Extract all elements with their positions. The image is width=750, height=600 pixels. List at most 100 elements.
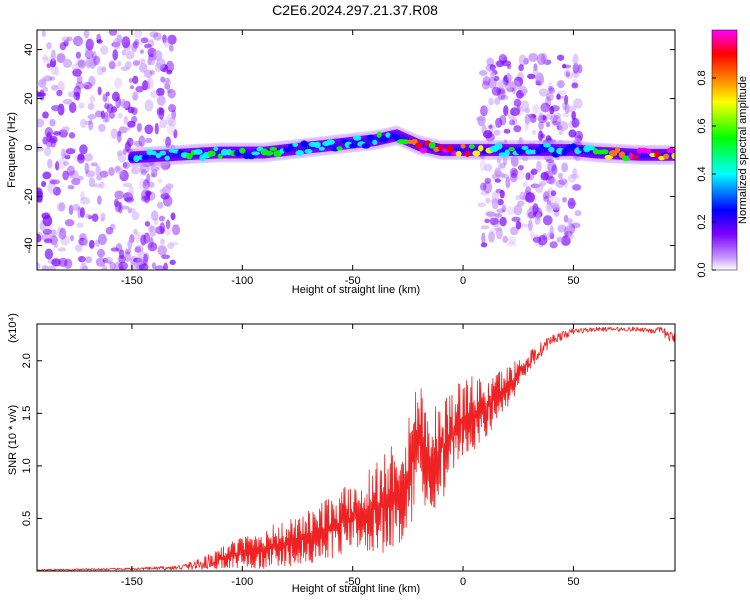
ridge-peak (494, 142, 503, 150)
noise-blob (488, 97, 494, 106)
ridge-peak (599, 149, 609, 155)
ridge-peak (663, 153, 670, 160)
noise-blob (547, 81, 553, 91)
noise-blob (76, 39, 84, 46)
noise-blob (545, 135, 552, 146)
noise-blob (77, 175, 84, 181)
noise-blob (490, 71, 496, 80)
noise-blob (139, 49, 144, 54)
noise-blob (167, 34, 177, 45)
noise-blob (151, 262, 156, 270)
noise-blob (143, 252, 150, 262)
noise-blob (564, 226, 569, 239)
noise-blob (37, 142, 41, 148)
noise-blob (520, 223, 530, 228)
noise-blob (65, 148, 76, 155)
noise-blob (108, 166, 115, 176)
noise-blob (533, 63, 538, 72)
noise-blob (41, 30, 46, 37)
noise-blob (76, 75, 83, 84)
noise-blob (161, 254, 171, 260)
noise-blob (137, 37, 144, 45)
noise-blob (485, 211, 496, 217)
noise-blob (96, 66, 104, 76)
noise-blob (506, 74, 513, 82)
noise-blob (481, 232, 486, 245)
noise-blob (149, 31, 159, 38)
noise-blob (108, 59, 118, 70)
noise-blob (90, 162, 98, 167)
noise-blob (562, 64, 572, 69)
noise-blob (54, 65, 59, 76)
noise-blob (37, 233, 42, 243)
noise-blob (56, 202, 65, 212)
noise-blob (510, 155, 519, 167)
noise-blob (142, 80, 149, 91)
ridge-peak (141, 155, 149, 160)
noise-blob (485, 197, 491, 204)
noise-blob (132, 60, 140, 67)
noise-blob (546, 194, 554, 202)
noise-blob (546, 231, 551, 240)
noise-blob (556, 54, 565, 61)
noise-blob (483, 104, 491, 114)
noise-blob (567, 197, 576, 210)
noise-blob (525, 192, 535, 203)
noise-blob (156, 95, 166, 106)
noise-blob (120, 100, 129, 109)
noise-blob (160, 159, 168, 171)
noise-blob (535, 183, 544, 194)
noise-blob (494, 170, 502, 176)
noise-blob (571, 173, 579, 179)
noise-blob (564, 103, 570, 114)
noise-blob (532, 104, 541, 114)
noise-blob (117, 131, 122, 143)
noise-blob (122, 162, 128, 168)
snr-panel: -150 -100 -50 0 50 0.5 1.0 1.5 2.0 Height of st… (7, 313, 676, 595)
noise-blob (546, 201, 553, 211)
noise-blob (515, 195, 521, 201)
noise-blob (167, 242, 175, 250)
ridge-peak (251, 151, 260, 156)
noise-blob (168, 104, 177, 113)
noise-blob (87, 102, 95, 111)
noise-blob (516, 200, 525, 207)
noise-blob (524, 119, 529, 131)
noise-blob (478, 69, 488, 76)
noise-blob (164, 228, 171, 236)
noise-blob (63, 160, 69, 166)
noise-blob (124, 251, 131, 263)
noise-blob (548, 87, 556, 94)
noise-blob (496, 157, 501, 164)
colorbar-ticks: 0.0 0.2 0.4 0.6 0.8 (696, 70, 716, 278)
noise-blob (572, 183, 582, 192)
ridge-peak (282, 147, 291, 153)
noise-blob (104, 95, 110, 107)
noise-blob (140, 169, 147, 176)
noise-blob (87, 113, 97, 120)
noise-blob (573, 137, 581, 142)
noise-blob (162, 137, 173, 144)
noise-blob (132, 75, 139, 85)
noise-blob (566, 234, 575, 239)
noise-blob (568, 129, 577, 138)
noise-blob (106, 260, 112, 265)
noise-blob (73, 91, 81, 101)
noise-blob (71, 177, 81, 186)
noise-blob (484, 218, 490, 224)
noise-blob (480, 242, 488, 248)
noise-blob (479, 182, 487, 191)
ridge-peak (530, 149, 537, 155)
ridge-peak (464, 150, 471, 158)
noise-blob (117, 112, 123, 119)
noise-blob (503, 105, 509, 116)
noise-blob (571, 222, 581, 229)
noise-blob (122, 182, 133, 188)
ridge-peak (164, 155, 170, 161)
noise-blob (70, 234, 75, 242)
noise-blob (166, 123, 176, 136)
noise-blob (157, 245, 167, 256)
noise-blob (123, 116, 129, 125)
noise-blob (109, 262, 116, 270)
noise-blob (51, 105, 61, 113)
